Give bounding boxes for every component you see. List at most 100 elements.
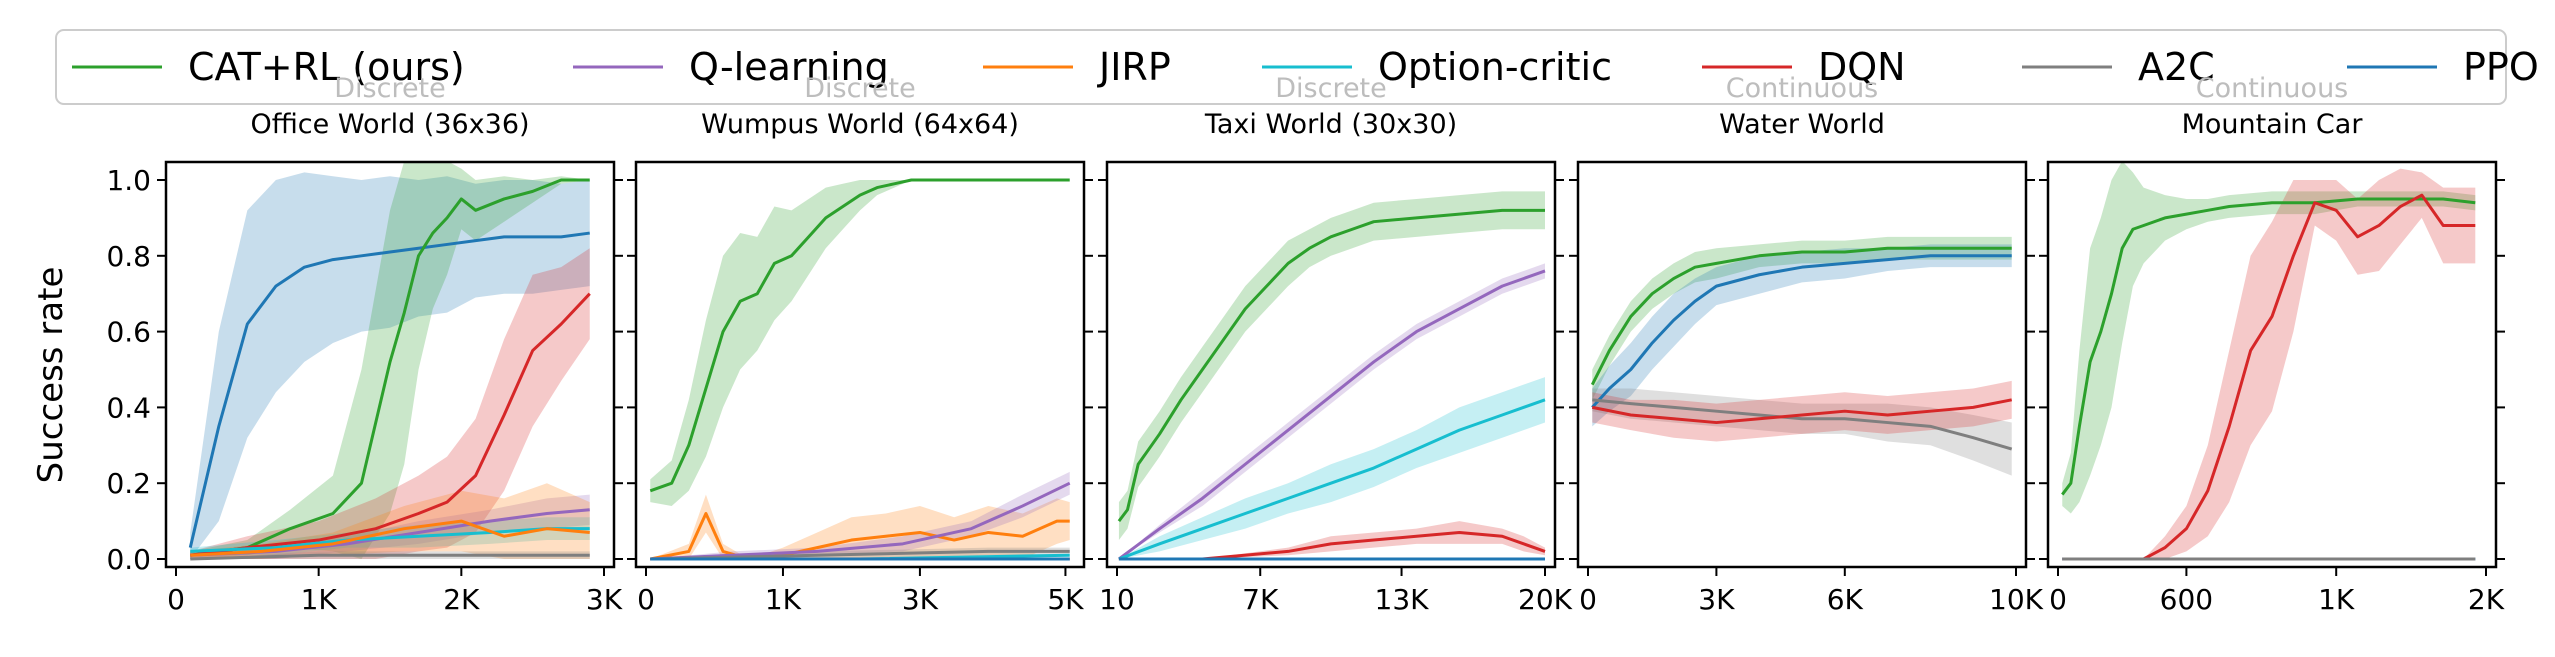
band-dqn: [2062, 168, 2476, 559]
legend: CAT+RL (ours) Q-learning JIRP Option-critic…: [55, 29, 2539, 105]
band-jirp: [650, 494, 1070, 559]
legend-item-dqn: DQN: [1702, 45, 1906, 89]
x-tick-label: 1K: [301, 583, 338, 616]
x-tick-label: 10K: [1989, 583, 2044, 616]
panel-title: Office World (36x36): [250, 109, 529, 140]
x-tick-label: 10: [1099, 583, 1135, 616]
panel-frame: [634, 160, 1086, 569]
series-line-dqn: [1591, 398, 2013, 425]
x-tick-label: 0: [2049, 583, 2067, 616]
series-line-ppo: [1591, 254, 2012, 409]
x-tick-label: 1K: [2318, 583, 2355, 616]
x-tick-label: 0: [1579, 583, 1597, 616]
band-option-critic: [1118, 377, 1545, 559]
y-tick-label: 0.6: [106, 316, 151, 349]
y-axis-label: Success rate: [31, 267, 71, 484]
band-cat-rl-ours: [1592, 236, 2012, 400]
band-dqn: [1118, 521, 1545, 559]
x-tick-label: 7K: [1242, 583, 1279, 616]
y-tick-label: 0.2: [106, 467, 151, 500]
series-line-jirp: [649, 512, 1070, 561]
series-line-q-learning: [650, 481, 1071, 561]
series-line-jirp: [190, 519, 590, 557]
y-tick-label: 1.0: [106, 164, 151, 197]
series-line-cat-rl-ours: [1117, 208, 1545, 523]
x-tick-label: 3K: [1698, 583, 1735, 616]
x-tick-label: 5K: [1047, 583, 1084, 616]
band-cat-rl-ours: [650, 180, 1070, 506]
panel-title: Water World: [1719, 109, 1885, 140]
x-tick-label: 2K: [443, 583, 480, 616]
legend-item-ppo: PPO: [2347, 45, 2539, 89]
series-group: [1590, 236, 2013, 476]
band-dqn: [190, 248, 590, 559]
panel-category: Continuous: [2196, 73, 2349, 104]
x-tick-label: 6K: [1827, 583, 1864, 616]
y-tick-label: 0.0: [106, 543, 151, 576]
series-group: [1117, 191, 1546, 561]
legend-label-jirp: JIRP: [1097, 45, 1171, 89]
x-tick-label: 600: [2160, 583, 2213, 616]
band-cat-rl-ours: [2062, 162, 2476, 514]
panel-frame: [2046, 160, 2498, 569]
panel-frame: [164, 160, 616, 569]
series-line-cat-rl-ours: [2061, 197, 2476, 496]
panel-water-world: Continuous Water World 0 3K 6K 10K: [1569, 73, 2044, 616]
panel-category: Discrete: [1275, 73, 1387, 104]
legend-item-jirp: JIRP: [983, 45, 1171, 89]
band-ppo: [190, 172, 590, 560]
panel-title: Mountain Car: [2182, 109, 2364, 140]
band-jirp: [190, 483, 590, 559]
chart-panels: Discrete Office World (36x36) 0.0 0.2 0.4 0.6…: [106, 73, 2505, 616]
band-q-learning: [1118, 263, 1545, 559]
legend-label-option-critic: Option-critic: [1378, 45, 1612, 89]
panel-office-world-36x36: Discrete Office World (36x36) 0.0 0.2 0.4 0.6…: [106, 73, 623, 616]
series-line-q-learning: [190, 508, 590, 557]
legend-label-cat-rl-ours: CAT+RL (ours): [188, 45, 465, 89]
x-tick-label: 0: [167, 583, 185, 616]
series-line-a2c: [650, 549, 1070, 561]
x-tick-label: 20K: [1518, 583, 1573, 616]
panel-frame: [1576, 160, 2028, 569]
series-group: [188, 162, 591, 561]
panel-frame: [1105, 160, 1557, 569]
x-tick-label: 13K: [1375, 583, 1430, 616]
x-tick-label: 3K: [902, 583, 939, 616]
panel-category: Discrete: [334, 73, 446, 104]
series-line-a2c: [190, 553, 590, 561]
panel-title: Wumpus World (64x64): [701, 109, 1019, 140]
legend-label-ppo: PPO: [2463, 45, 2539, 89]
legend-item-q-learning: Q-learning: [573, 45, 889, 89]
y-tick-label: 0.8: [106, 240, 151, 273]
legend-item-cat-rl-ours: CAT+RL (ours): [72, 45, 465, 89]
series-line-cat-rl-ours: [649, 178, 1070, 493]
panel-wumpus-world-64x64: Discrete Wumpus World (64x64) 0 1K 3K 5K: [627, 73, 1093, 616]
legend-label-dqn: DQN: [1818, 45, 1906, 89]
series-line-ppo: [188, 231, 590, 548]
panel-mountain-car: Continuous Mountain Car 0 600 1K 2K: [2039, 73, 2505, 616]
series-line-option-critic: [1118, 398, 1546, 561]
series-line-a2c: [1592, 398, 2013, 451]
panel-taxi-world-30x30: Discrete Taxi World (30x30) 10 7K 13K 20K: [1098, 73, 1573, 616]
series-group: [649, 178, 1071, 561]
x-tick-label: 1K: [765, 583, 802, 616]
x-tick-label: 2K: [2468, 583, 2505, 616]
x-tick-label: 3K: [586, 583, 623, 616]
series-line-cat-rl-ours: [190, 178, 590, 557]
legend-item-option-critic: Option-critic: [1262, 45, 1612, 89]
series-line-dqn: [190, 292, 591, 557]
series-line-q-learning: [1118, 269, 1546, 561]
series-group: [2061, 162, 2476, 561]
series-line-dqn: [1118, 530, 1546, 561]
band-ppo: [1592, 244, 2012, 427]
band-dqn: [1592, 380, 2012, 442]
x-tick-label: 0: [637, 583, 655, 616]
panel-category: Continuous: [1726, 73, 1879, 104]
panel-category: Discrete: [804, 73, 916, 104]
y-tick-label: 0.4: [106, 391, 151, 424]
panel-title: Taxi World (30x30): [1204, 109, 1457, 140]
series-line-cat-rl-ours: [1590, 246, 2012, 386]
legend-label-a2c: A2C: [2138, 45, 2215, 89]
legend-item-a2c: A2C: [2022, 45, 2215, 89]
